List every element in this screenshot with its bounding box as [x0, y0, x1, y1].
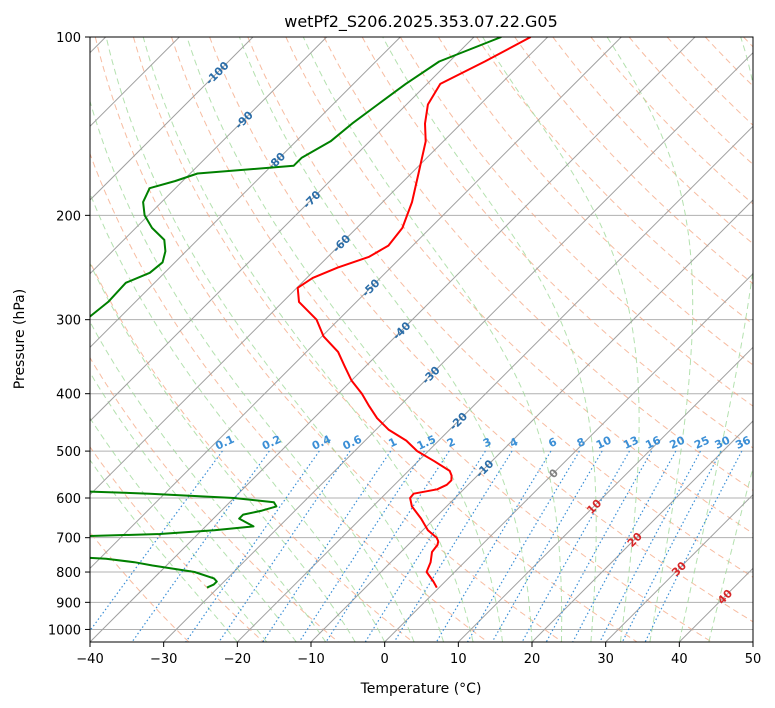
plot-frame [89, 36, 754, 643]
dry-adiabat-line [323, 37, 753, 491]
y-tick-label: 400 [56, 388, 81, 403]
x-tick-label: 0 [381, 652, 389, 667]
mixing-ratio-line [262, 450, 392, 642]
isotherm-line [457, 346, 753, 642]
moist-adiabat-line [90, 320, 327, 642]
mixing-ratio-line [218, 450, 351, 642]
moist-adiabat-line [482, 37, 640, 642]
x-tick-label: 10 [450, 652, 467, 667]
mixing-ratio-label: 36 [733, 433, 753, 451]
isotherm-line [90, 37, 696, 642]
mixing-ratio-label: 16 [643, 433, 663, 451]
moist-adiabat-line [90, 417, 268, 642]
dewpoint-profile-line [90, 37, 502, 589]
plot-area: 0.1 0.2 0.4 0.6 1 1.5 2 3 4 6 8 10 13 16 20 25 30 36-100-… [90, 37, 753, 642]
moist-adiabat-line [708, 466, 753, 642]
mixing-ratio-label: 20 [668, 433, 688, 451]
mixing-ratio-line [298, 450, 425, 642]
x-tick-label: 20 [524, 652, 541, 667]
mixing-ratio-line [185, 450, 320, 642]
dry-adiabat-line [285, 37, 753, 535]
y-tick-label: 1000 [48, 623, 81, 638]
moist-adiabat-line [606, 37, 694, 642]
dry-adiabat-line [90, 446, 264, 642]
mixing-ratio-line [572, 450, 677, 642]
isotherm-line [531, 420, 753, 642]
moist-adiabat-line [90, 459, 238, 642]
dry-adiabat-line [209, 37, 753, 623]
pressure-gridlines [90, 37, 753, 630]
x-axis-label: Temperature (°C) [360, 681, 482, 697]
y-tick-label: 600 [56, 492, 81, 507]
moist-adiabat-line [90, 371, 297, 642]
isotherm-line [163, 51, 753, 642]
x-tick-label: 30 [597, 652, 614, 667]
mixing-ratio-label: 13 [621, 434, 640, 452]
moist-adiabat-line [382, 37, 597, 642]
isotherm-line [90, 37, 254, 201]
dry-adiabat-line [476, 37, 753, 325]
dry-adiabat-line [132, 37, 638, 642]
temperature-profile-line [296, 37, 532, 589]
isotherm-line [90, 37, 549, 496]
x-tick-label: 50 [745, 652, 762, 667]
isotherm-line [605, 493, 753, 642]
x-tick-label: −40 [76, 652, 103, 667]
mixing-ratio-line [599, 450, 702, 642]
moist-adiabat-line [238, 37, 533, 642]
isotherm-line [236, 125, 753, 642]
y-tick-label: 200 [56, 209, 81, 224]
isotherm-line [90, 37, 328, 275]
y-tick-label: 900 [56, 596, 81, 611]
y-tick-label: 300 [56, 314, 81, 329]
dry-adiabat-line [437, 37, 753, 366]
x-tick-label: 40 [671, 652, 688, 667]
dry-adiabat-line [514, 37, 753, 285]
y-axis: 100 200 300 400 500 600 700 800 900 1000 [48, 31, 90, 638]
x-tick-label: −30 [150, 652, 177, 667]
x-tick-label: −10 [297, 652, 324, 667]
isotherms [90, 37, 753, 642]
dry-adiabat-line [94, 37, 563, 642]
y-tick-label: 500 [56, 445, 81, 460]
isotherm-line [90, 37, 622, 570]
mixing-ratio-label: 10 [594, 433, 614, 451]
isotherm-line [90, 37, 401, 349]
x-tick-label: −20 [224, 652, 251, 667]
y-axis-label: Pressure (hPa) [12, 289, 28, 389]
dry-adiabat-line [247, 37, 753, 578]
isotherm-line [384, 272, 753, 642]
mixing-ratio-line [521, 450, 631, 642]
mixing-ratio-line [621, 450, 722, 642]
y-tick-label: 700 [56, 532, 81, 547]
isotherm-line [310, 199, 753, 642]
mixing-ratio-line [491, 450, 603, 642]
moist-adiabat-line [186, 37, 503, 642]
profile-series [90, 37, 532, 589]
y-tick-label: 800 [56, 566, 81, 581]
isotherm-line [90, 37, 475, 422]
x-axis: −40 −30 −20 −10 0 10 20 30 40 50 [76, 642, 761, 667]
mixing-ratio-label: 25 [692, 434, 711, 452]
moist-adiabat-line [142, 37, 474, 642]
mixing-ratio-line [545, 450, 653, 642]
moist-adiabat-line [678, 37, 753, 642]
dry-adiabat-line [90, 356, 339, 642]
moist-adiabat-line [302, 37, 563, 642]
moist-adiabat-line [105, 37, 445, 642]
y-tick-label: 100 [56, 31, 81, 46]
moist-adiabat-line [90, 262, 356, 642]
chart-title: wetPf2_S206.2025.353.07.22.G05 [284, 12, 558, 32]
mixing-ratio-label: 30 [713, 433, 733, 451]
mixing-ratio-line [393, 450, 513, 642]
mixing-ratio-line [644, 450, 743, 642]
dry-adiabat-line [90, 152, 488, 642]
moist-adiabats [90, 37, 753, 642]
